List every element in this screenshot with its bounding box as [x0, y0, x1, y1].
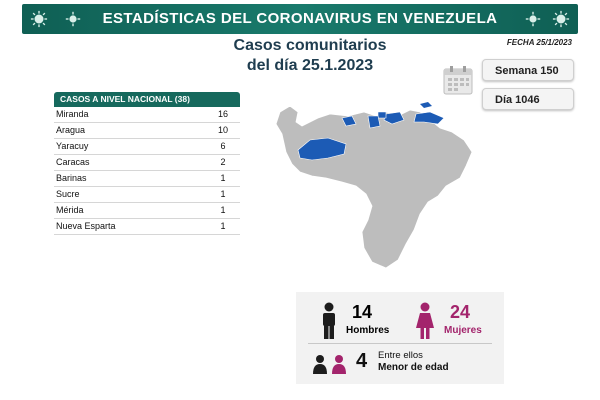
state-name: Caracas [56, 157, 90, 167]
title-banner: ESTADÍSTICAS DEL CORONAVIRUS EN VENEZUEL… [22, 4, 578, 34]
map-region-nueva-esparta [420, 102, 432, 108]
table-row: Barinas 1 [54, 171, 240, 187]
virus-icon [552, 10, 570, 28]
map-region-sucre [413, 111, 445, 125]
table-header-label: CASOS A NIVEL NACIONAL [60, 94, 173, 104]
map-region-aragua [367, 115, 381, 129]
state-name: Nueva Esparta [56, 221, 116, 231]
headline-line-2: del día 25.1.2023 [246, 57, 374, 74]
table-row: Aragua 10 [54, 123, 240, 139]
table-row: Mérida 1 [54, 203, 240, 219]
map-country-shape [275, 105, 473, 269]
state-name: Barinas [56, 173, 87, 183]
map-region-merida-barinas [297, 137, 347, 161]
men-count: 14 [352, 302, 373, 322]
children-icon [313, 355, 346, 374]
table-header-total: (38) [174, 94, 190, 104]
map-region-yaracuy [341, 115, 357, 127]
calendar-icon [443, 66, 473, 95]
minors-count: 4 [356, 350, 368, 372]
headline-line-1: Casos comunitarios [233, 37, 387, 54]
woman-icon [416, 302, 434, 339]
minors-label-line-1: Entre ellos [378, 350, 423, 361]
table-row: Miranda 16 [54, 107, 240, 123]
venezuela-map [275, 102, 473, 269]
table-row: Yaracuy 6 [54, 139, 240, 155]
women-stat: 24 Mujeres [404, 302, 504, 342]
table-row: Caracas 2 [54, 155, 240, 171]
case-count: 16 [217, 109, 228, 119]
table-row: Nueva Esparta 1 [54, 219, 240, 235]
women-count: 24 [450, 302, 471, 322]
table-row: Sucre 1 [54, 187, 240, 203]
case-count: 1 [220, 189, 226, 199]
women-label: Mujeres [444, 325, 482, 336]
state-name: Mérida [56, 205, 84, 215]
state-name: Yaracuy [56, 141, 89, 151]
state-name: Miranda [56, 109, 89, 119]
men-stat: 14 Hombres [306, 302, 406, 342]
day-badge: Día 1046 [482, 88, 574, 110]
case-count: 6 [220, 141, 226, 151]
divider [308, 343, 492, 344]
table-header: CASOS A NIVEL NACIONAL (38) [54, 92, 240, 107]
state-name: Aragua [56, 125, 86, 135]
case-count: 2 [220, 157, 226, 167]
virus-icon [30, 10, 48, 28]
case-count: 10 [217, 125, 228, 135]
man-icon [323, 302, 335, 339]
page-title: ESTADÍSTICAS DEL CORONAVIRUS EN VENEZUEL… [102, 10, 498, 27]
headline: Casos comunitarios del día 25.1.2023 [205, 36, 415, 76]
minors-label-line-2: Menor de edad [378, 362, 449, 373]
map-region-caracas [377, 111, 387, 119]
demographics-panel: 14 Hombres 24 Mujeres 4 Entre ellos Meno… [296, 292, 504, 384]
cases-table: CASOS A NIVEL NACIONAL (38) Miranda 16 Ar… [54, 92, 240, 235]
case-count: 1 [220, 221, 226, 231]
week-badge: Semana 150 [482, 59, 574, 81]
map-region-miranda [383, 111, 405, 125]
virus-icon [525, 11, 541, 27]
state-name: Sucre [56, 189, 80, 199]
virus-icon [65, 11, 81, 27]
case-count: 1 [220, 173, 226, 183]
case-count: 1 [220, 205, 226, 215]
men-label: Hombres [346, 325, 390, 336]
report-date: FECHA 25/1/2023 [506, 38, 572, 47]
